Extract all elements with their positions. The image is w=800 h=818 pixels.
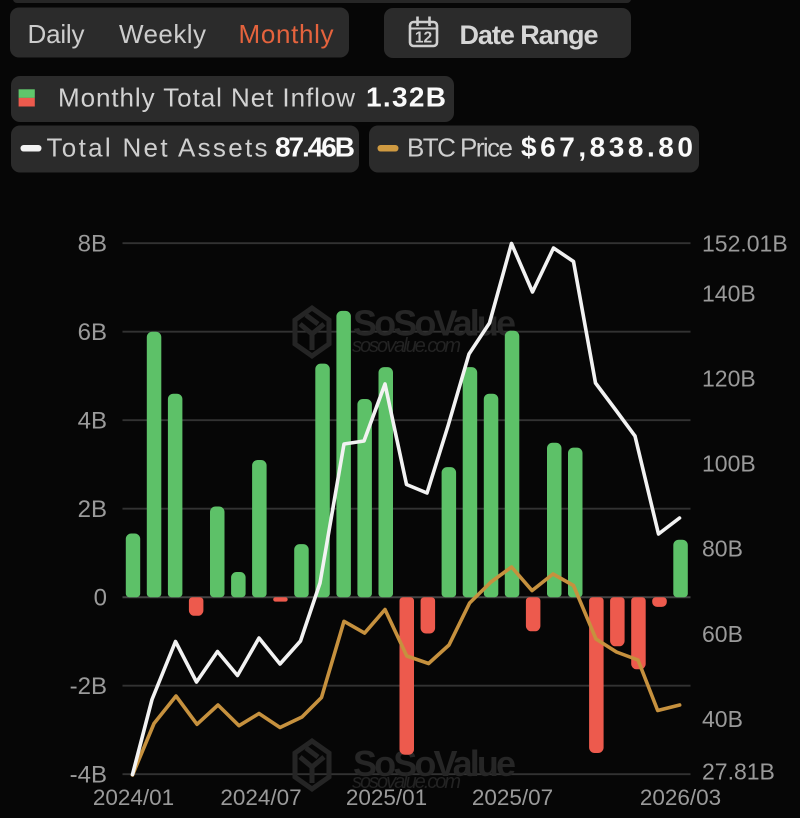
svg-text:Monthly: Monthly xyxy=(239,19,334,49)
svg-text:-4B: -4B xyxy=(70,762,107,789)
svg-text:152.01B: 152.01B xyxy=(702,231,788,257)
svg-text:-2B: -2B xyxy=(70,673,107,700)
svg-text:Daily: Daily xyxy=(28,19,85,49)
svg-text:2026/03: 2026/03 xyxy=(640,785,721,810)
svg-text:2B: 2B xyxy=(78,496,107,523)
svg-text:0: 0 xyxy=(94,585,107,612)
svg-text:2024/07: 2024/07 xyxy=(220,785,301,810)
svg-text:2025/07: 2025/07 xyxy=(472,785,553,810)
svg-text:1.32B: 1.32B xyxy=(366,82,446,113)
svg-text:Weekly: Weekly xyxy=(119,19,206,49)
svg-text:8B: 8B xyxy=(78,231,107,258)
svg-text:2025/01: 2025/01 xyxy=(346,785,427,810)
svg-text:sosovalue.com: sosovalue.com xyxy=(352,335,461,357)
svg-text:40B: 40B xyxy=(702,706,743,732)
svg-text:27.81B: 27.81B xyxy=(702,759,775,785)
svg-text:Date Range: Date Range xyxy=(460,20,599,50)
svg-text:100B: 100B xyxy=(702,451,756,477)
svg-text:60B: 60B xyxy=(702,621,743,647)
svg-text:BTC Price: BTC Price xyxy=(407,133,513,163)
svg-text:Monthly Total Net Inflow: Monthly Total Net Inflow xyxy=(58,83,355,113)
svg-text:Total Net Assets: Total Net Assets xyxy=(47,133,268,163)
svg-text:SoSoValue: SoSoValue xyxy=(353,743,516,784)
svg-text:sosovalue.com: sosovalue.com xyxy=(352,771,461,793)
svg-text:6B: 6B xyxy=(78,319,107,346)
svg-text:2024/01: 2024/01 xyxy=(93,785,174,810)
svg-text:4B: 4B xyxy=(78,408,107,435)
svg-text:87.46B: 87.46B xyxy=(275,132,355,163)
svg-text:120B: 120B xyxy=(702,366,756,392)
svg-text:12: 12 xyxy=(415,30,432,47)
svg-text:80B: 80B xyxy=(702,536,743,562)
svg-text:140B: 140B xyxy=(702,281,756,307)
